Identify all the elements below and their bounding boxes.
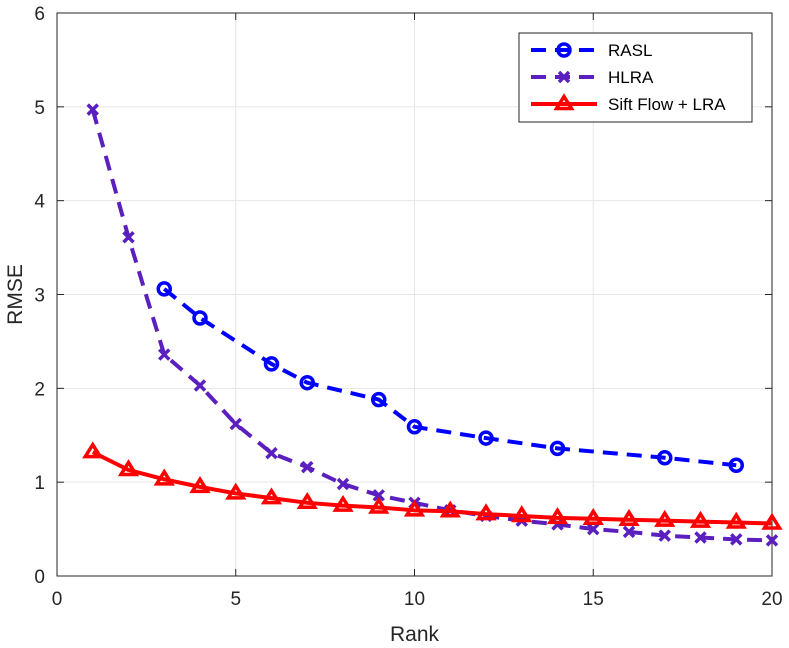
data-point [511,505,533,523]
data-point [546,507,569,525]
data-point [406,419,423,435]
legend-entry: Sift Flow + LRA [531,93,726,114]
y-tick-label: 1 [34,473,45,494]
tick-labels: 0 5 10 15 20 0 1 2 3 4 5 6 [34,4,782,610]
series-hlra [86,103,779,547]
x-tick-label: 0 [52,589,63,610]
data-point [582,507,604,526]
data-point [475,503,497,521]
data-point [263,356,280,372]
x-tick-label: 20 [761,589,782,610]
data-point [265,446,278,460]
data-point [153,468,175,486]
data-point [765,534,779,547]
data-point [332,494,354,512]
legend-marker [557,70,571,84]
data-point [549,440,566,457]
series-line [90,109,773,543]
series-sift-flow-lra [82,441,783,530]
y-axis-label: RMSE [4,264,27,325]
data-point [229,417,242,431]
data-point [192,310,208,326]
legend-marker [556,42,572,58]
data-point [189,476,211,494]
data-point [193,379,207,392]
data-point [439,500,461,518]
y-tick-label: 3 [34,286,45,307]
legend-entry: RASL [531,41,652,60]
y-tick-label: 0 [34,567,45,588]
data-point [689,510,712,528]
data-point [730,533,743,546]
data-point [158,348,171,361]
data-point [122,231,135,244]
series-layer [82,103,783,547]
series-line [162,287,737,468]
data-point [694,531,707,544]
y-tick-label: 2 [34,379,45,400]
data-point [225,482,247,500]
data-point [761,512,783,530]
data-point [622,525,636,539]
legend-label: HLRA [608,68,654,87]
data-point [658,529,671,542]
x-tick-label: 5 [230,589,241,610]
data-point [368,496,390,514]
axis-ticks [56,12,773,577]
legend-marker [553,93,575,111]
data-point [296,492,318,510]
data-point [86,103,99,116]
data-point [587,522,600,536]
series-rasl [156,281,744,474]
data-point [372,489,385,502]
x-tick-label: 10 [404,589,425,610]
data-point [657,450,673,466]
data-point [117,459,140,477]
data-point [82,441,104,459]
data-point [336,477,350,491]
data-point [654,509,676,527]
data-point [478,430,494,446]
y-tick-label: 5 [34,98,45,119]
data-point [725,511,747,529]
legend-label: RASL [608,41,652,60]
legend-entry: HLRA [531,68,654,87]
data-point [403,499,426,517]
data-point [156,281,172,297]
data-point [618,508,640,526]
legend-label: Sift Flow + LRA [608,95,726,114]
data-point [299,374,315,391]
y-tick-label: 6 [34,4,45,25]
data-point [301,460,314,474]
data-point [728,457,744,474]
x-tick-label: 15 [583,589,604,610]
y-tick-label: 4 [34,192,45,213]
data-point [260,487,283,505]
data-point [371,391,387,408]
legend: RASL HLRA Sift Flow + LRA [518,32,753,123]
x-axis-label: Rank [390,623,440,646]
